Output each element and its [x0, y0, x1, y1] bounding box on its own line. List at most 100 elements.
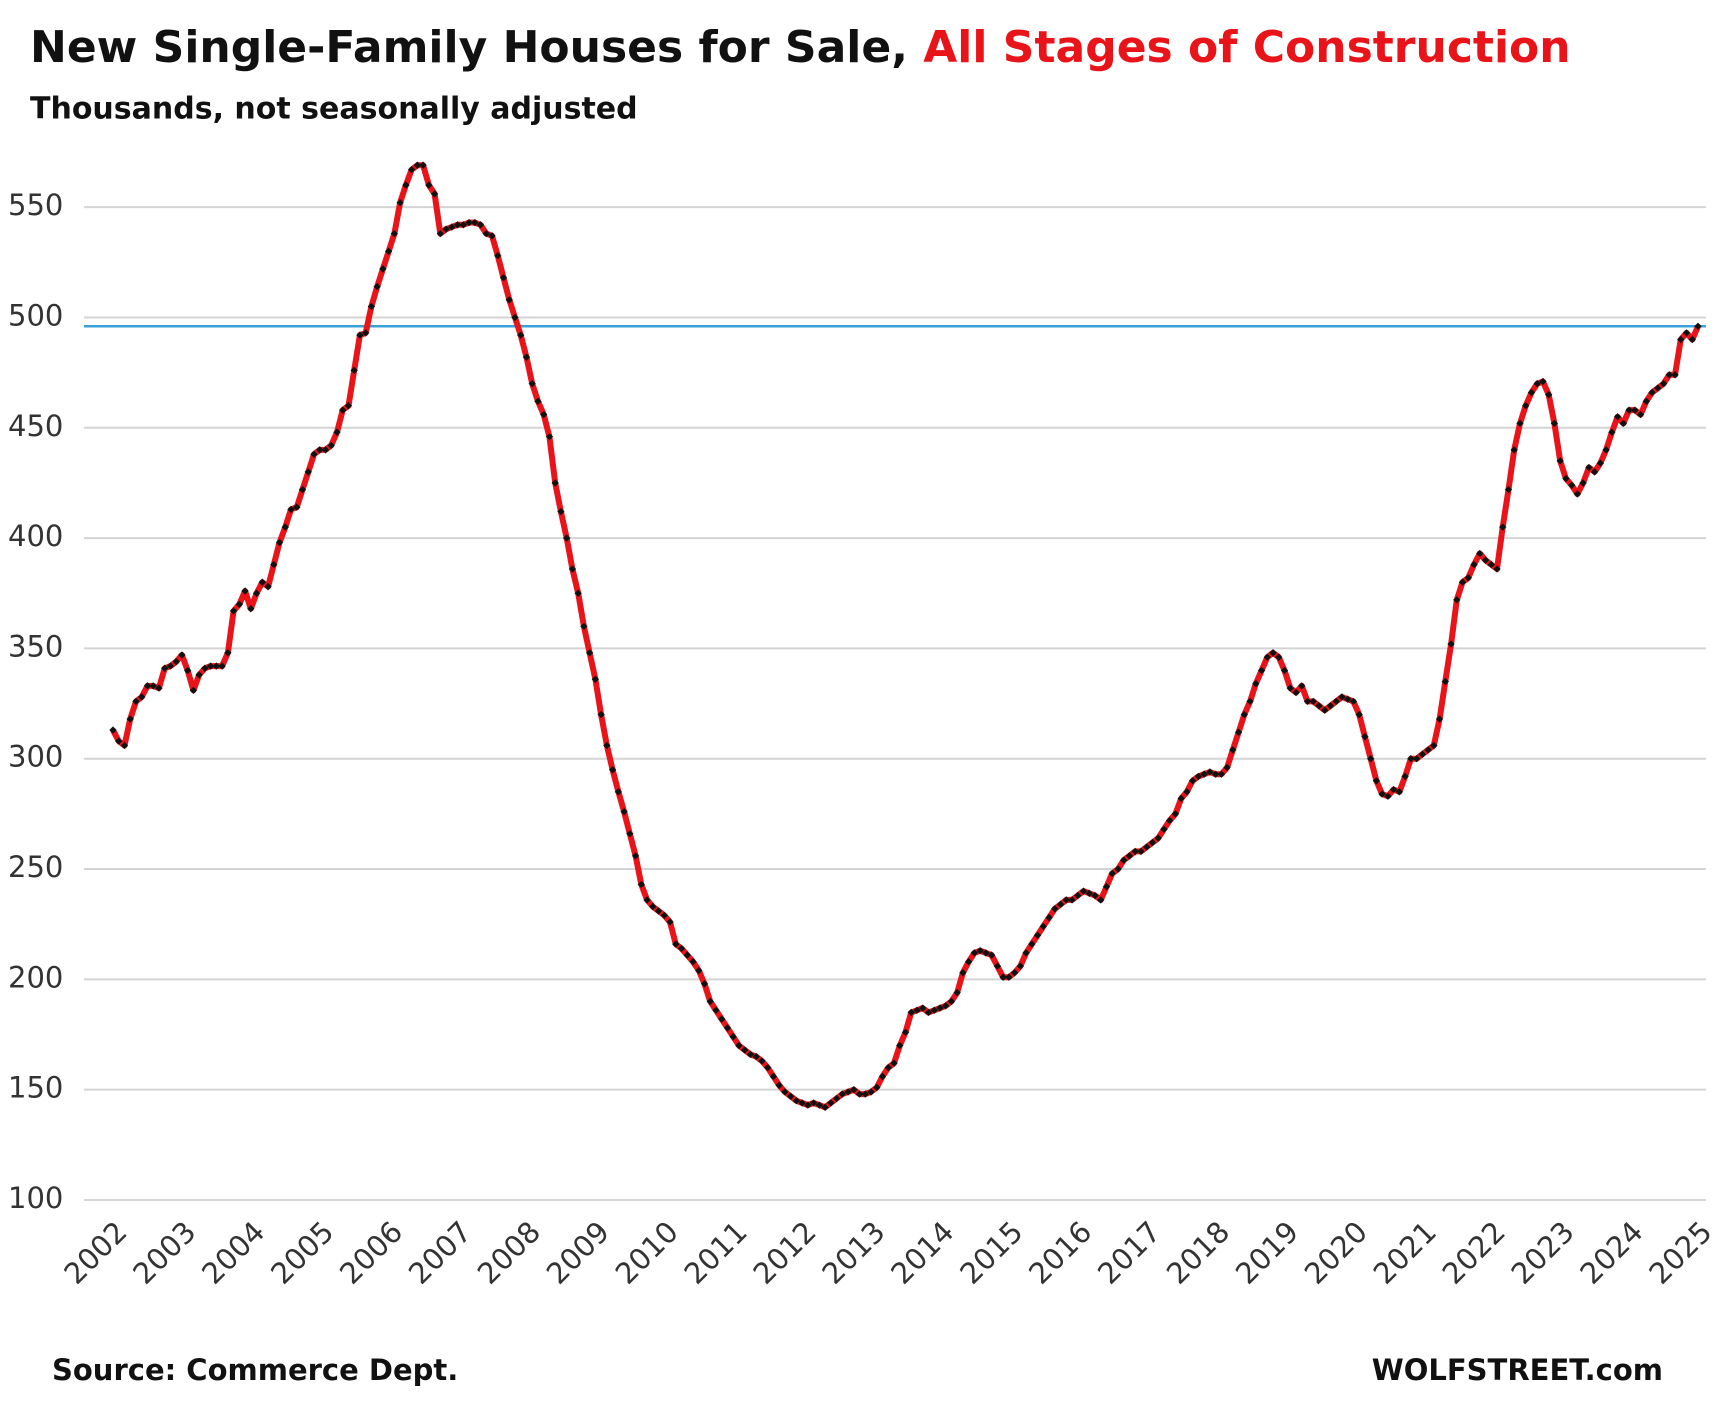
data-point: [1298, 682, 1306, 690]
data-point: [229, 607, 238, 615]
data-point: [706, 997, 714, 1006]
data-point: [1028, 940, 1036, 948]
data-point: [896, 1041, 904, 1050]
data-point: [1125, 852, 1134, 860]
data-point: [695, 966, 703, 975]
data-point: [1033, 931, 1042, 939]
data-point: [189, 686, 198, 695]
x-tick-label: 2003: [126, 1215, 202, 1291]
chart-title-highlight: All Stages of Construction: [923, 22, 1570, 73]
data-point: [1165, 816, 1174, 825]
data-point: [672, 940, 680, 948]
y-tick-label: 250: [8, 850, 63, 884]
data-point: [1349, 697, 1358, 706]
data-point: [1441, 677, 1449, 686]
data-point: [178, 651, 186, 659]
x-tick-label: 2023: [1505, 1215, 1581, 1291]
x-tick-label: 2014: [884, 1215, 960, 1291]
data-point: [1045, 913, 1053, 922]
chart-subtitle: Thousands, not seasonally adjusted: [30, 92, 638, 127]
data-point: [1493, 565, 1501, 573]
data-point: [298, 485, 307, 494]
data-point: [252, 589, 261, 597]
data-point: [1275, 653, 1283, 661]
data-point: [333, 428, 341, 436]
data-point: [729, 1033, 737, 1041]
data-point: [907, 1008, 915, 1017]
data-point: [873, 1083, 881, 1092]
data-point: [1200, 770, 1208, 778]
x-tick-label: 2008: [471, 1215, 547, 1291]
data-point: [1091, 891, 1099, 900]
data-point: [459, 221, 467, 229]
y-tick-label: 500: [8, 298, 63, 332]
data-point: [649, 902, 657, 911]
data-point: [1246, 697, 1254, 706]
source-note: Source: Commerce Dept.: [52, 1353, 458, 1387]
data-point: [1585, 463, 1593, 472]
data-point: [878, 1072, 887, 1081]
data-point: [1229, 746, 1237, 754]
data-point: [109, 726, 117, 734]
data-point: [603, 741, 611, 750]
y-tick-label: 450: [8, 409, 63, 443]
data-point: [1252, 680, 1260, 688]
chart-title: New Single-Family Houses for Sale,: [30, 22, 908, 73]
data-point: [815, 1101, 824, 1109]
data-point: [1039, 922, 1048, 931]
data-point: [350, 366, 358, 375]
data-point: [677, 944, 686, 953]
data-point: [976, 947, 984, 955]
data-point: [310, 450, 318, 458]
data-point: [752, 1052, 760, 1061]
y-tick-label: 100: [8, 1181, 63, 1215]
x-tick-label: 2010: [609, 1215, 685, 1291]
data-point: [1401, 772, 1409, 781]
data-point: [1068, 896, 1076, 904]
data-point: [1338, 693, 1346, 701]
data-point: [763, 1063, 772, 1072]
data-point: [769, 1072, 778, 1081]
data-point: [1183, 788, 1191, 796]
data-point: [1102, 883, 1111, 891]
data-point: [930, 1006, 938, 1014]
y-tick-label: 400: [8, 519, 63, 553]
data-point: [258, 578, 266, 586]
data-point: [1435, 715, 1444, 723]
data-point: [1223, 763, 1231, 772]
data-point: [1430, 741, 1438, 750]
data-point: [620, 808, 628, 816]
data-point: [1395, 788, 1404, 796]
data-point: [356, 331, 364, 339]
x-tick-label: 2017: [1091, 1215, 1167, 1291]
data-point: [1573, 490, 1582, 498]
chart-title-group: New Single-Family Houses for Sale, All S…: [30, 22, 1571, 73]
x-tick-label: 2004: [195, 1215, 271, 1291]
data-point: [959, 969, 967, 977]
data-point: [247, 605, 255, 613]
data-point: [517, 331, 525, 339]
data-point: [476, 221, 485, 229]
data-point: [379, 265, 387, 273]
data-point: [1527, 388, 1536, 397]
data-point: [212, 662, 221, 670]
x-tick-label: 2013: [815, 1215, 891, 1291]
data-point: [597, 710, 605, 719]
data-point: [1286, 684, 1294, 692]
data-point: [465, 218, 473, 227]
data-point: [126, 715, 134, 723]
x-tick-label: 2022: [1436, 1215, 1512, 1291]
data-point: [293, 503, 301, 511]
data-point: [1074, 891, 1082, 900]
data-point: [522, 353, 531, 361]
data-point: [1148, 838, 1157, 847]
data-point: [1292, 688, 1300, 697]
data-point: [1211, 770, 1220, 778]
data-point: [1344, 695, 1352, 703]
data-point: [580, 622, 588, 631]
data-point: [1188, 777, 1197, 785]
data-point: [741, 1046, 749, 1054]
data-point: [1389, 785, 1398, 794]
data-point: [367, 302, 376, 311]
